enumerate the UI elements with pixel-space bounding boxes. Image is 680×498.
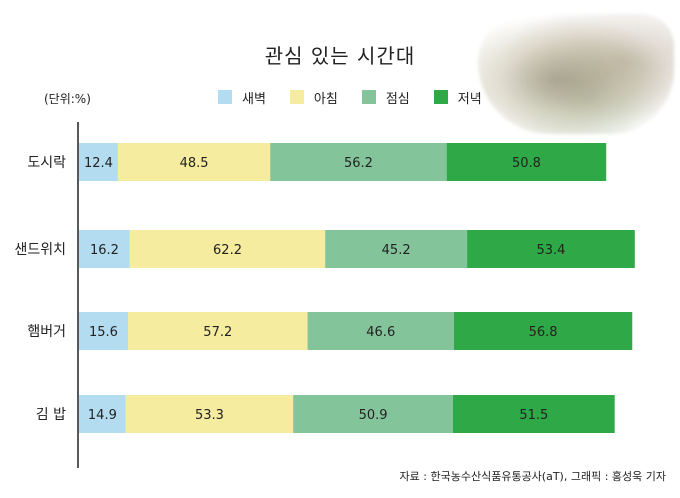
legend-swatch-dinner	[433, 90, 448, 104]
bar-segment	[446, 143, 607, 181]
legend-item-lunch: 점심	[361, 88, 410, 107]
data-label: 51.5	[519, 408, 548, 423]
sandwich-photo	[478, 14, 674, 134]
legend: 새벽 아침 점심 저녁	[218, 87, 506, 107]
data-label: 56.2	[344, 156, 373, 171]
data-label: 15.6	[89, 325, 118, 340]
legend-swatch-dawn	[218, 90, 232, 104]
data-label: 50.8	[512, 156, 541, 171]
legend-label-dawn: 새벽	[242, 91, 266, 107]
bar-segment	[467, 230, 635, 268]
legend-label-morning: 아침	[313, 91, 338, 107]
data-label: 16.2	[90, 243, 119, 258]
category-label: 샌드위치	[14, 242, 66, 258]
category-label: 도시락	[27, 155, 66, 171]
data-label: 45.2	[382, 243, 411, 258]
source-note: 자료 : 한국농수산식품유통공사(aT), 그래픽 : 홍성욱 기자	[399, 470, 666, 483]
bar-segment	[127, 312, 308, 350]
bar-segment	[307, 312, 454, 350]
category-label: 햄버거	[27, 324, 66, 340]
bar-segment	[293, 395, 453, 433]
data-label: 57.2	[203, 325, 232, 340]
data-label: 46.6	[366, 325, 395, 340]
data-label: 14.9	[88, 408, 117, 423]
data-label: 56.8	[529, 325, 558, 340]
bar-segment	[325, 230, 468, 268]
category-label: 김 밥	[36, 407, 66, 423]
bar-segment	[117, 143, 271, 181]
data-label: 53.3	[195, 408, 224, 423]
chart-title: 관심 있는 시간대	[264, 44, 416, 68]
data-label: 12.4	[84, 156, 113, 171]
unit-label: (단위:%)	[44, 92, 91, 106]
data-label: 50.9	[359, 408, 388, 423]
bar-segment	[79, 230, 130, 268]
bar-segment	[79, 143, 118, 181]
legend-item-dinner: 저녁	[433, 88, 482, 107]
legend-label-lunch: 점심	[385, 91, 410, 107]
bar-segment	[79, 395, 126, 433]
legend-swatch-lunch	[361, 90, 376, 104]
data-label: 62.2	[213, 243, 242, 258]
bar-segment	[125, 395, 294, 433]
legend-swatch-morning	[289, 90, 304, 104]
data-label: 53.4	[536, 243, 565, 258]
data-label: 48.5	[180, 156, 209, 171]
legend-item-dawn: 새벽	[218, 88, 266, 107]
bar-segment	[79, 312, 128, 350]
bar-segment	[453, 312, 633, 350]
legend-label-dinner: 저녁	[457, 91, 482, 107]
legend-item-morning: 아침	[289, 88, 338, 107]
bar-segment	[129, 230, 326, 268]
bar-segment	[452, 395, 615, 433]
bar-segment	[270, 143, 447, 181]
